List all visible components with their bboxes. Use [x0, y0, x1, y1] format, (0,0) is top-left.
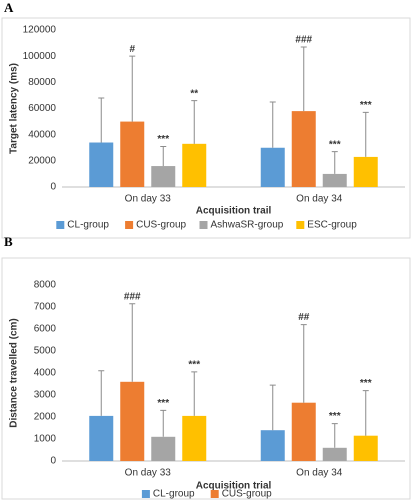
significance-mark: ***: [360, 378, 372, 389]
significance-mark: ***: [188, 360, 200, 371]
legend-label: ESC-group: [307, 220, 357, 231]
x-tick-label: On day 34: [296, 468, 343, 479]
panel-label: B: [4, 234, 13, 249]
legend-label: AshwaSR-group: [211, 220, 284, 231]
bar: [322, 447, 347, 461]
y-tick-label: 3000: [34, 390, 57, 401]
significance-mark: **: [190, 88, 198, 99]
legend-swatch: [296, 221, 305, 229]
x-axis-title: Acquisition trial: [196, 481, 272, 492]
bar: [353, 435, 378, 461]
y-tick-label: 8000: [34, 280, 57, 291]
bar: [182, 143, 207, 187]
error-bar: [269, 101, 276, 148]
significance-mark: ###: [295, 35, 312, 46]
legend-label: CL-group: [153, 489, 195, 500]
y-tick-label: 5000: [34, 346, 57, 357]
bar: [260, 147, 285, 187]
panel-frame: [1, 17, 411, 239]
significance-mark: ##: [298, 312, 310, 323]
y-tick-label: 1000: [34, 434, 57, 445]
significance-mark: ***: [157, 398, 169, 409]
legend-swatch: [125, 221, 134, 229]
significance-mark: ***: [329, 411, 341, 422]
bar: [260, 430, 285, 461]
significance-mark: ***: [360, 100, 372, 111]
y-tick-label: 100000: [23, 51, 57, 62]
y-tick-label: 4000: [34, 368, 57, 379]
bar: [89, 415, 114, 461]
bar: [120, 121, 145, 187]
error-bar: [98, 97, 105, 143]
bar: [182, 415, 207, 461]
legend-label: CUS-group: [136, 220, 186, 231]
y-tick-label: 60000: [28, 103, 56, 114]
panel-label: A: [4, 0, 14, 15]
bar: [89, 142, 114, 187]
y-tick-label: 40000: [28, 129, 56, 140]
error-bar: [269, 384, 276, 431]
legend-swatch: [199, 221, 208, 229]
bar: [291, 402, 316, 461]
y-tick-label: 2000: [34, 412, 57, 423]
y-axis-title: Distance travelled (cm): [9, 318, 20, 428]
significance-mark: ***: [157, 134, 169, 145]
significance-mark: ***: [329, 139, 341, 150]
y-tick-label: 7000: [34, 302, 57, 313]
error-bar: [191, 371, 198, 416]
x-tick-label: On day 34: [296, 194, 343, 205]
error-bar: [331, 423, 338, 448]
x-axis-title: Acquisition trail: [196, 206, 272, 217]
y-tick-label: 80000: [28, 77, 56, 88]
error-bar: [98, 370, 105, 416]
error-bar: [362, 390, 369, 436]
bar: [151, 166, 176, 187]
error-bar: [129, 55, 136, 122]
bar: [353, 156, 378, 187]
error-bar: [331, 151, 338, 174]
legend-swatch: [141, 490, 150, 498]
error-bar: [160, 409, 167, 437]
x-tick-label: On day 33: [125, 194, 172, 205]
error-bar: [362, 111, 369, 157]
significance-mark: ###: [124, 291, 141, 302]
error-bar: [191, 100, 198, 144]
error-bar: [300, 324, 307, 403]
legend-label: CUS-group: [222, 489, 272, 500]
y-tick-label: 0: [50, 182, 56, 193]
error-bar: [160, 145, 167, 167]
y-tick-label: 120000: [23, 25, 57, 36]
y-tick-label: 0: [50, 456, 56, 467]
y-tick-label: 6000: [34, 324, 57, 335]
bar: [291, 111, 316, 187]
x-tick-label: On day 33: [125, 468, 172, 479]
legend-swatch: [56, 221, 65, 229]
error-bar: [129, 303, 136, 382]
legend-swatch: [210, 490, 219, 498]
y-axis-title: Target latency (ms): [9, 63, 20, 154]
error-bar: [300, 46, 307, 112]
bar: [151, 436, 176, 461]
legend-label: CL-group: [67, 220, 109, 231]
y-tick-label: 20000: [28, 155, 56, 166]
bar: [120, 381, 145, 461]
significance-mark: #: [129, 44, 135, 55]
bar: [322, 173, 347, 187]
panel-frame: [1, 257, 411, 500]
